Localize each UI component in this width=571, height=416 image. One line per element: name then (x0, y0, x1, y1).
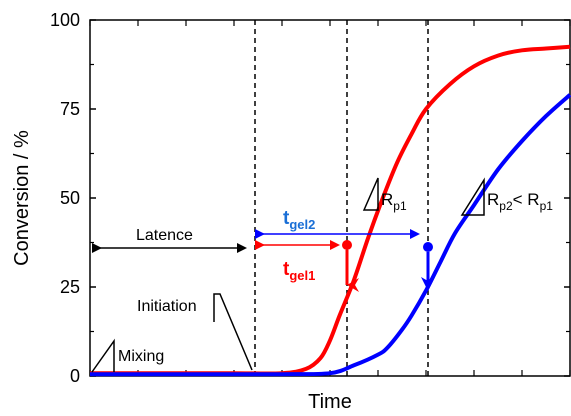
tgel2-label: tgel2 (283, 208, 315, 232)
gel-drop-arrowhead-blue (421, 277, 435, 291)
initiation-slope-icon (213, 293, 253, 371)
series-red-curve (90, 44, 571, 376)
y-tick-label: 75 (60, 99, 80, 119)
x-axis-label: Time (308, 391, 352, 413)
y-ticks: 0 25 50 75 100 (50, 10, 570, 386)
rp2-slope-icon (460, 177, 485, 216)
y-tick-label: 50 (60, 188, 80, 208)
rp1-label: Rp1 (381, 190, 407, 213)
gel-point-blue (423, 242, 433, 252)
gel-point-red (342, 240, 352, 250)
rp1-slope-icon (362, 177, 379, 211)
initiation-label: Initiation (137, 298, 197, 315)
latence-label: Latence (136, 227, 193, 244)
mixing-label: Mixing (118, 348, 164, 365)
tgel1-label: tgel1 (283, 259, 315, 283)
mixing-slope-icon (91, 338, 115, 373)
rp2-label: Rp2< Rp1 (487, 190, 553, 213)
y-tick-label: 0 (70, 366, 80, 386)
y-axis-label: Conversion / % (11, 130, 33, 266)
y-tick-label: 25 (60, 277, 80, 297)
y-tick-label: 100 (50, 10, 80, 30)
series-blue-curve (90, 93, 571, 377)
